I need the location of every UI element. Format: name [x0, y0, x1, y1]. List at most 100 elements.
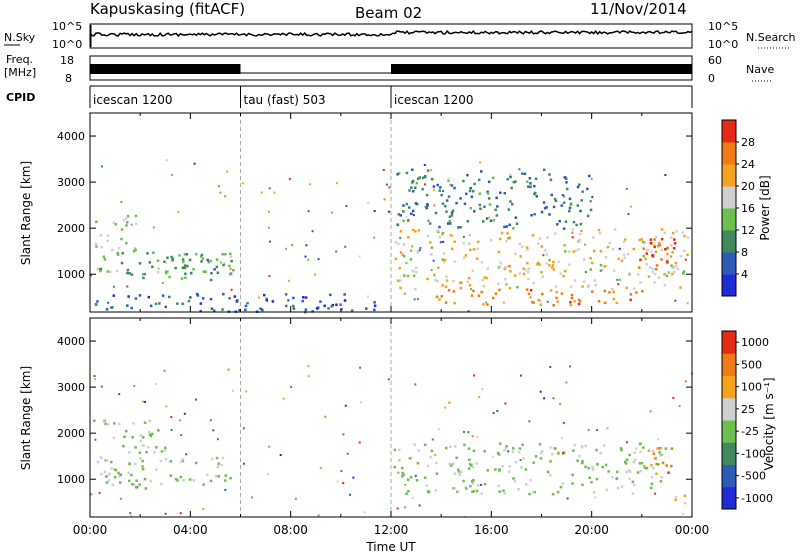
heatmap-cell — [508, 465, 512, 468]
heatmap-cell — [186, 264, 189, 268]
heatmap-cell — [154, 302, 158, 306]
heatmap-cell — [507, 265, 510, 268]
heatmap-cell — [192, 479, 195, 482]
colorbar-tick-label: 28 — [741, 136, 755, 149]
heatmap-cell — [116, 269, 119, 273]
heatmap-cell — [470, 464, 473, 467]
heatmap-cell — [166, 256, 169, 259]
heatmap-cell — [134, 222, 138, 226]
heatmap-cell — [556, 490, 560, 494]
heatmap-cell — [562, 195, 566, 198]
heatmap-cell — [654, 456, 657, 460]
heatmap-cell — [117, 471, 120, 475]
heatmap-cell — [551, 266, 554, 269]
cpid-strip: icescan 1200 tau (fast) 503 icescan 1200 — [89, 85, 693, 108]
heatmap-cell — [232, 389, 234, 392]
heatmap-cell — [606, 245, 610, 249]
heatmap-cell — [546, 236, 549, 239]
heatmap-cell — [176, 302, 179, 305]
heatmap-cell — [497, 484, 500, 488]
heatmap-cell — [450, 211, 454, 215]
heatmap-cell — [129, 512, 132, 514]
heatmap-cell — [112, 285, 115, 288]
heatmap-cell — [660, 476, 663, 479]
heatmap-cell — [537, 298, 540, 302]
heatmap-cell — [482, 285, 486, 288]
heatmap-cell — [496, 409, 499, 412]
heatmap-cell — [511, 202, 514, 206]
heatmap-cell — [414, 474, 417, 477]
heatmap-cell — [607, 470, 610, 473]
heatmap-cell — [448, 215, 452, 218]
velocity-panel: 1000 2000 3000 4000 00:00 04:00 08:00 12:00 16:0… — [19, 317, 709, 554]
heatmap-cell — [659, 480, 663, 483]
heatmap-cell — [138, 294, 142, 297]
heatmap-cell — [105, 475, 108, 478]
heatmap-cell — [171, 173, 174, 176]
heatmap-cell — [398, 448, 401, 452]
heatmap-cell — [594, 496, 597, 499]
heatmap-cell — [549, 460, 552, 463]
heatmap-cell — [622, 253, 626, 256]
nave-tick-top: 60 — [708, 54, 722, 67]
heatmap-cell — [99, 269, 102, 273]
heatmap-cell — [98, 491, 101, 494]
heatmap-cell — [388, 210, 390, 213]
heatmap-cell — [576, 204, 579, 207]
heatmap-cell — [230, 259, 233, 263]
heatmap-cell — [106, 234, 110, 237]
heatmap-cell — [287, 299, 290, 302]
heatmap-cell — [453, 472, 457, 475]
heatmap-cell — [686, 236, 690, 239]
heatmap-cell — [319, 300, 322, 303]
heatmap-cell — [340, 470, 343, 473]
heatmap-cell — [492, 412, 495, 415]
heatmap-cell — [130, 223, 133, 226]
heatmap-cell — [413, 298, 416, 301]
heatmap-cell — [158, 302, 161, 305]
heatmap-cell — [523, 172, 527, 176]
heatmap-cell — [210, 272, 213, 275]
heatmap-cell — [459, 197, 462, 200]
heatmap-cell — [628, 453, 631, 457]
heatmap-cell — [488, 203, 492, 206]
heatmap-cell — [518, 272, 522, 275]
heatmap-cell — [596, 462, 599, 466]
heatmap-cell — [497, 453, 501, 456]
heatmap-cell — [606, 427, 609, 430]
heatmap-cell — [444, 406, 447, 409]
heatmap-cell — [480, 484, 482, 486]
heatmap-cell — [520, 245, 524, 248]
heatmap-cell — [640, 238, 643, 241]
heatmap-cell — [587, 466, 590, 470]
heatmap-cell — [396, 173, 399, 176]
heatmap-cell — [630, 205, 632, 208]
heatmap-cell — [486, 190, 489, 194]
heatmap-cell — [580, 229, 583, 232]
heatmap-cell — [580, 445, 584, 448]
heatmap-cell — [645, 263, 649, 266]
heatmap-cell — [478, 203, 482, 207]
heatmap-cell — [638, 266, 641, 269]
heatmap-cell — [505, 283, 508, 286]
heatmap-cell — [414, 202, 418, 205]
heatmap-cell — [171, 259, 174, 262]
heatmap-cell — [424, 183, 426, 186]
heatmap-cell — [660, 228, 664, 231]
velocity-axes: 1000 2000 3000 4000 00:00 04:00 08:00 12:00 16:0… — [57, 318, 709, 537]
heatmap-cell — [120, 201, 123, 203]
heatmap-cell — [525, 483, 528, 486]
heatmap-cell — [438, 225, 441, 229]
heatmap-cell — [589, 208, 593, 212]
colorbar-tick-label: -25 — [741, 425, 759, 438]
heatmap-cell — [399, 251, 402, 254]
heatmap-cell — [477, 178, 481, 182]
heatmap-cell — [623, 240, 626, 243]
heatmap-cell — [307, 365, 310, 368]
freq-block — [90, 64, 241, 74]
heatmap-cell — [106, 423, 110, 426]
heatmap-cell — [598, 231, 602, 235]
freq-block — [391, 64, 692, 74]
heatmap-cell — [413, 443, 416, 446]
heatmap-cell — [647, 275, 651, 278]
